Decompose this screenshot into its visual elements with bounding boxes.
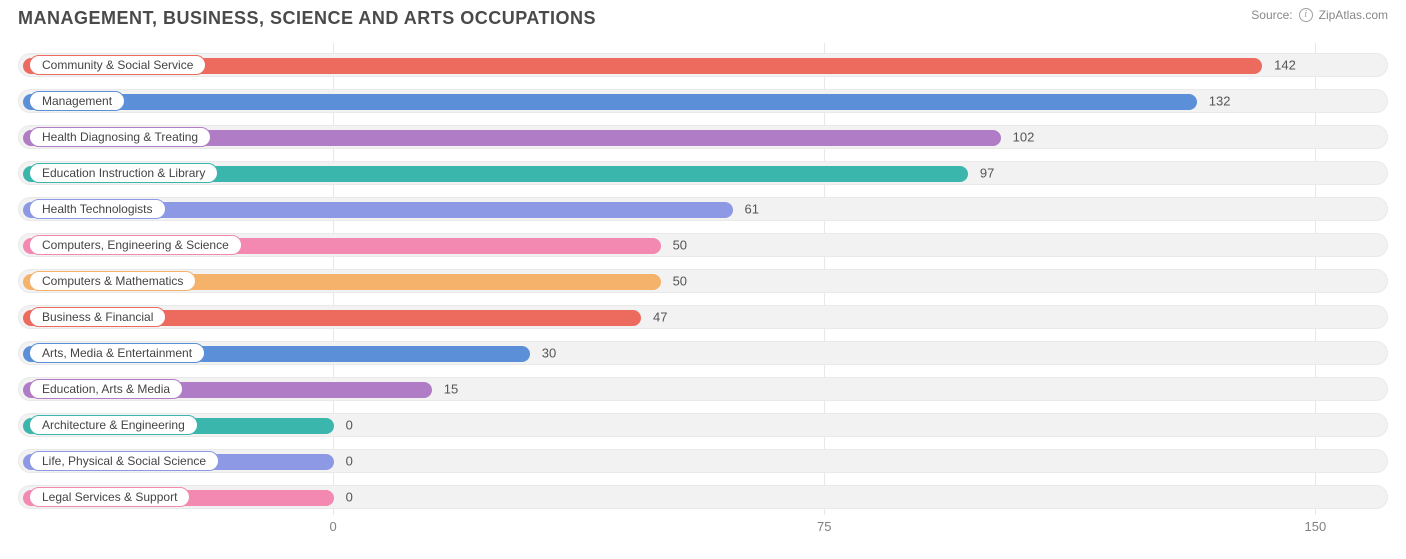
bar-value-label: 142 <box>1274 58 1296 73</box>
bar-track: Education Instruction & Library 97 <box>18 161 1388 185</box>
source-attribution: Source: i ZipAtlas.com <box>1251 8 1388 22</box>
x-tick-label: 75 <box>817 519 831 534</box>
chart-header: MANAGEMENT, BUSINESS, SCIENCE AND ARTS O… <box>0 0 1406 33</box>
x-tick-label: 150 <box>1305 519 1327 534</box>
bar-track: Architecture & Engineering 0 <box>18 413 1388 437</box>
chart-title: MANAGEMENT, BUSINESS, SCIENCE AND ARTS O… <box>18 8 596 29</box>
bar-row: Business & Financial 47 <box>18 299 1388 335</box>
source-name: ZipAtlas.com <box>1319 8 1388 22</box>
bar-track: Computers & Mathematics 50 <box>18 269 1388 293</box>
bar-value-label: 0 <box>346 490 353 505</box>
bar-row: Legal Services & Support 0 <box>18 479 1388 515</box>
bar-value-label: 102 <box>1013 130 1035 145</box>
bar-value-label: 132 <box>1209 94 1231 109</box>
bar-value-label: 50 <box>673 274 687 289</box>
bar-value-label: 0 <box>346 454 353 469</box>
bar-category-label: Management <box>29 91 125 111</box>
bar-track: Life, Physical & Social Science 0 <box>18 449 1388 473</box>
bar-row: Community & Social Service 142 <box>18 47 1388 83</box>
bar-value-label: 30 <box>542 346 556 361</box>
x-tick-label: 0 <box>329 519 336 534</box>
bar-track: Business & Financial 47 <box>18 305 1388 329</box>
bar-row: Arts, Media & Entertainment 30 <box>18 335 1388 371</box>
bar-track: Arts, Media & Entertainment 30 <box>18 341 1388 365</box>
bar-track: Health Technologists 61 <box>18 197 1388 221</box>
bar-fill <box>23 94 1197 110</box>
bar-category-label: Legal Services & Support <box>29 487 190 507</box>
bar-fill <box>23 58 1262 74</box>
bar-row: Computers & Mathematics 50 <box>18 263 1388 299</box>
bar-category-label: Education, Arts & Media <box>29 379 183 399</box>
bar-category-label: Community & Social Service <box>29 55 206 75</box>
bar-row: Health Technologists 61 <box>18 191 1388 227</box>
bar-row: Education Instruction & Library 97 <box>18 155 1388 191</box>
bar-value-label: 47 <box>653 310 667 325</box>
bar-category-label: Architecture & Engineering <box>29 415 198 435</box>
bar-track: Community & Social Service 142 <box>18 53 1388 77</box>
bar-track: Health Diagnosing & Treating 102 <box>18 125 1388 149</box>
bar-category-label: Education Instruction & Library <box>29 163 218 183</box>
bar-row: Computers, Engineering & Science 50 <box>18 227 1388 263</box>
bar-category-label: Life, Physical & Social Science <box>29 451 219 471</box>
plot-region: Community & Social Service 142 Management 1… <box>18 43 1388 515</box>
x-axis: 0 75 150 <box>18 517 1388 541</box>
bar-category-label: Computers, Engineering & Science <box>29 235 242 255</box>
info-icon: i <box>1299 8 1313 22</box>
bar-row: Architecture & Engineering 0 <box>18 407 1388 443</box>
bar-category-label: Health Diagnosing & Treating <box>29 127 211 147</box>
bar-value-label: 15 <box>444 382 458 397</box>
bar-category-label: Arts, Media & Entertainment <box>29 343 205 363</box>
bar-track: Management 132 <box>18 89 1388 113</box>
bar-category-label: Health Technologists <box>29 199 166 219</box>
chart-area: Community & Social Service 142 Management 1… <box>18 43 1388 543</box>
bar-value-label: 97 <box>980 166 994 181</box>
bar-row: Health Diagnosing & Treating 102 <box>18 119 1388 155</box>
source-label: Source: <box>1251 8 1292 22</box>
bar-row: Life, Physical & Social Science 0 <box>18 443 1388 479</box>
bar-track: Education, Arts & Media 15 <box>18 377 1388 401</box>
bar-row: Education, Arts & Media 15 <box>18 371 1388 407</box>
bar-value-label: 50 <box>673 238 687 253</box>
bar-category-label: Computers & Mathematics <box>29 271 196 291</box>
bars-container: Community & Social Service 142 Management 1… <box>18 43 1388 515</box>
bar-value-label: 61 <box>745 202 759 217</box>
bar-value-label: 0 <box>346 418 353 433</box>
bar-track: Legal Services & Support 0 <box>18 485 1388 509</box>
bar-row: Management 132 <box>18 83 1388 119</box>
bar-track: Computers, Engineering & Science 50 <box>18 233 1388 257</box>
bar-category-label: Business & Financial <box>29 307 166 327</box>
